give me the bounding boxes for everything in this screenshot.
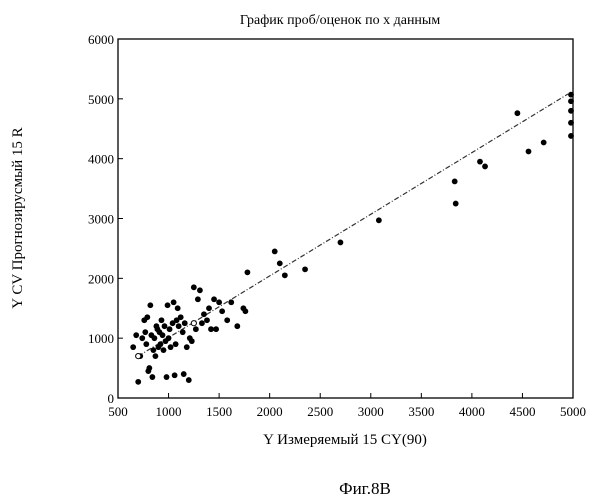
y-tick-label: 1000 bbox=[88, 331, 114, 346]
data-point bbox=[514, 110, 520, 116]
data-point bbox=[228, 299, 234, 305]
data-point bbox=[160, 332, 166, 338]
data-point bbox=[568, 120, 574, 126]
data-point bbox=[175, 305, 181, 311]
data-point bbox=[195, 296, 201, 302]
data-point bbox=[184, 344, 190, 350]
x-tick-label: 5000 bbox=[560, 404, 586, 419]
data-point bbox=[168, 344, 174, 350]
data-point bbox=[146, 365, 152, 371]
data-point bbox=[206, 305, 212, 311]
data-point bbox=[139, 335, 145, 341]
data-point bbox=[161, 347, 167, 353]
data-point bbox=[193, 326, 199, 332]
x-tick-label: 2000 bbox=[257, 404, 283, 419]
data-point bbox=[282, 272, 288, 278]
data-point bbox=[166, 335, 172, 341]
data-point bbox=[142, 329, 148, 335]
data-point bbox=[219, 308, 225, 314]
data-point bbox=[211, 296, 217, 302]
data-point bbox=[182, 320, 188, 326]
data-point bbox=[152, 335, 158, 341]
data-point bbox=[453, 201, 459, 207]
y-axis-label: Y CV Прогнозирусмый 15 R bbox=[10, 127, 26, 308]
data-point bbox=[541, 140, 547, 146]
data-point bbox=[130, 344, 136, 350]
y-tick-label: 6000 bbox=[88, 32, 114, 47]
y-tick-label: 5000 bbox=[88, 92, 114, 107]
x-tick-label: 500 bbox=[108, 404, 128, 419]
data-point bbox=[277, 260, 283, 266]
data-point bbox=[181, 371, 187, 377]
data-point bbox=[189, 338, 195, 344]
data-point bbox=[165, 302, 171, 308]
data-point bbox=[178, 314, 184, 320]
open-data-point bbox=[191, 321, 196, 326]
data-point bbox=[135, 379, 141, 385]
data-point bbox=[143, 341, 149, 347]
data-point bbox=[150, 347, 156, 353]
data-point bbox=[526, 149, 532, 155]
data-point bbox=[158, 341, 164, 347]
data-points bbox=[130, 92, 574, 385]
data-point bbox=[167, 326, 173, 332]
x-tick-label: 1500 bbox=[206, 404, 232, 419]
plot-area-frame bbox=[118, 39, 573, 398]
data-point bbox=[213, 326, 219, 332]
data-point bbox=[243, 308, 249, 314]
data-point bbox=[197, 287, 203, 293]
data-point bbox=[568, 108, 574, 114]
data-point bbox=[201, 311, 207, 317]
y-tick-label: 2000 bbox=[88, 271, 114, 286]
figure-caption: Фиг.8В bbox=[339, 479, 391, 498]
y-tick-label: 3000 bbox=[88, 212, 114, 227]
x-tick-label: 4500 bbox=[509, 404, 535, 419]
data-point bbox=[164, 374, 170, 380]
data-point bbox=[272, 249, 278, 255]
x-tick-label: 4000 bbox=[459, 404, 485, 419]
data-point bbox=[568, 92, 574, 98]
x-axis-label: Y Измеряемый 15 CY(90) bbox=[263, 432, 427, 448]
open-data-point bbox=[136, 354, 141, 359]
data-point bbox=[224, 317, 230, 323]
data-point bbox=[245, 269, 251, 275]
data-point bbox=[208, 326, 214, 332]
y-tick-label: 0 bbox=[108, 391, 115, 406]
x-tick-label: 1000 bbox=[156, 404, 182, 419]
data-point bbox=[180, 329, 186, 335]
data-point bbox=[173, 341, 179, 347]
data-point bbox=[376, 217, 382, 223]
data-point bbox=[144, 314, 150, 320]
data-point bbox=[302, 266, 308, 272]
data-point bbox=[338, 240, 344, 246]
data-point bbox=[171, 299, 177, 305]
data-point bbox=[216, 299, 222, 305]
data-point bbox=[186, 377, 192, 383]
data-point bbox=[204, 317, 210, 323]
data-point bbox=[147, 302, 153, 308]
data-point bbox=[172, 372, 178, 378]
y-tick-label: 4000 bbox=[88, 152, 114, 167]
data-point bbox=[568, 133, 574, 139]
x-axis: 500 1000 1500 2000 2500 3000 3500 4000 4500 5000 bbox=[108, 393, 586, 419]
data-point bbox=[159, 317, 165, 323]
data-point bbox=[176, 323, 182, 329]
x-tick-label: 3000 bbox=[358, 404, 384, 419]
data-point bbox=[568, 98, 574, 104]
x-tick-label: 2500 bbox=[307, 404, 333, 419]
x-tick-label: 3500 bbox=[408, 404, 434, 419]
data-point bbox=[149, 374, 155, 380]
data-point bbox=[452, 179, 458, 185]
data-point bbox=[477, 159, 483, 165]
data-point bbox=[133, 332, 139, 338]
data-point bbox=[191, 284, 197, 290]
data-point bbox=[199, 320, 205, 326]
data-point bbox=[482, 164, 488, 170]
data-point bbox=[153, 353, 159, 359]
chart-title: График проб/оценок по х данным bbox=[240, 13, 441, 28]
data-point bbox=[162, 323, 168, 329]
data-point bbox=[234, 323, 240, 329]
